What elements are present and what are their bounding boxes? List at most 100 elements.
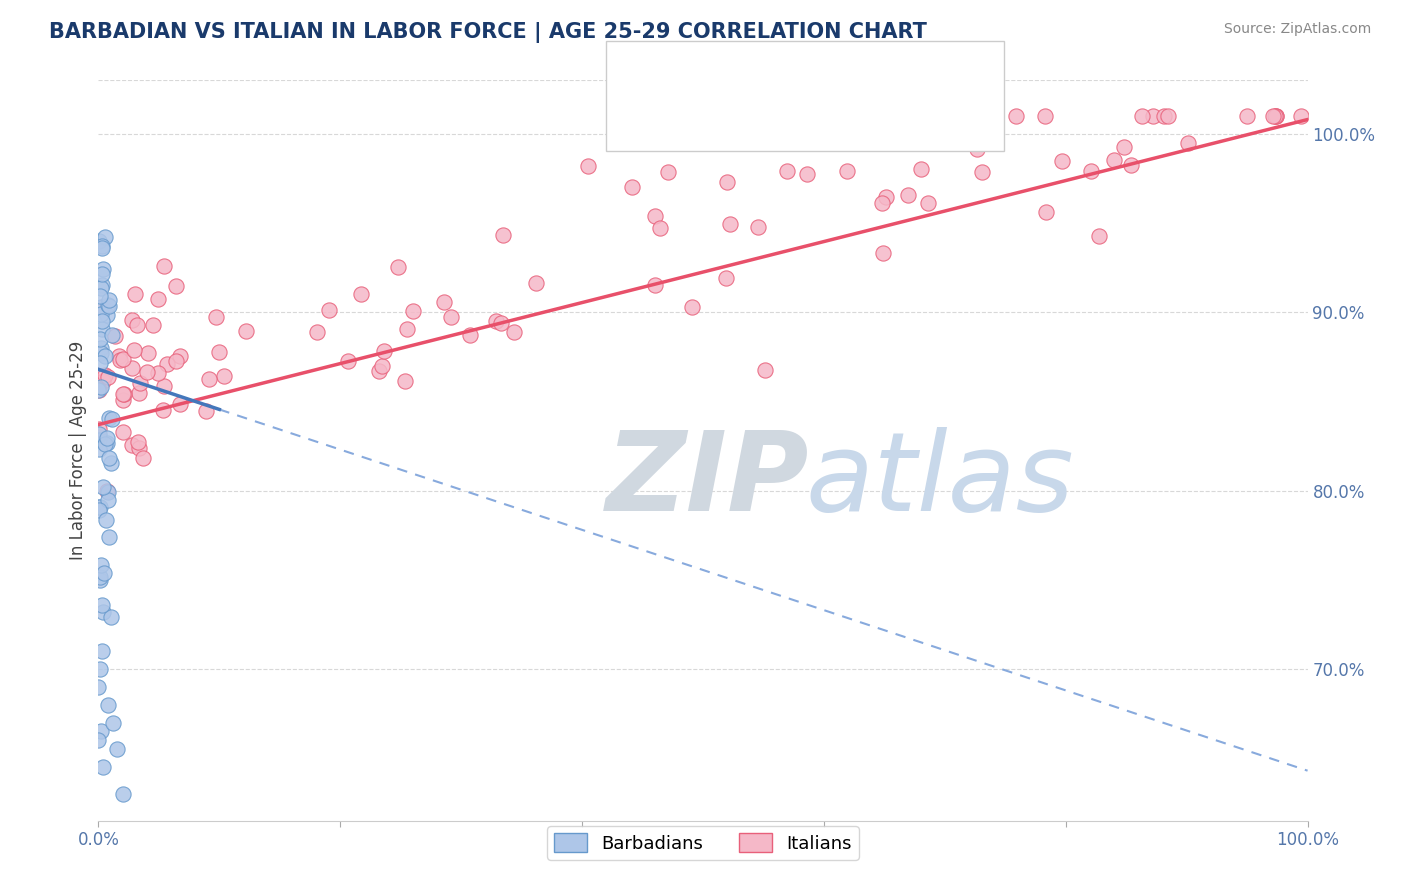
Point bbox=[131, 451, 153, 466]
Point bbox=[112, 387, 135, 401]
Point bbox=[620, 180, 643, 194]
Point bbox=[644, 210, 666, 224]
Point bbox=[89, 289, 111, 303]
Point bbox=[93, 566, 115, 580]
Text: atlas: atlas bbox=[806, 426, 1074, 533]
Point bbox=[318, 303, 340, 318]
Point bbox=[90, 300, 112, 314]
Point bbox=[112, 425, 135, 440]
Text: Source: ZipAtlas.com: Source: ZipAtlas.com bbox=[1223, 22, 1371, 37]
Point bbox=[970, 165, 993, 179]
Point bbox=[152, 259, 174, 273]
Text: R =   0.734   N = 107: R = 0.734 N = 107 bbox=[665, 105, 875, 124]
Point bbox=[489, 316, 512, 330]
Point bbox=[1265, 109, 1288, 123]
Point bbox=[98, 530, 121, 544]
Point bbox=[440, 310, 463, 324]
Point bbox=[576, 159, 599, 173]
Point bbox=[1264, 109, 1286, 123]
Point bbox=[90, 322, 112, 336]
Point bbox=[872, 246, 894, 260]
Point bbox=[87, 500, 110, 514]
Point bbox=[101, 327, 124, 342]
Point bbox=[93, 230, 115, 244]
Point bbox=[98, 450, 121, 465]
Point bbox=[87, 234, 110, 248]
Point bbox=[156, 358, 179, 372]
Point bbox=[89, 427, 111, 442]
Point bbox=[97, 293, 120, 307]
Point bbox=[1050, 154, 1073, 169]
Point bbox=[1088, 229, 1111, 244]
Point bbox=[108, 353, 131, 368]
Point bbox=[394, 374, 416, 388]
Point bbox=[127, 434, 149, 449]
Point bbox=[100, 456, 122, 470]
Point bbox=[94, 437, 117, 451]
Point bbox=[89, 662, 111, 676]
Point bbox=[108, 350, 131, 364]
Text: BARBADIAN VS ITALIAN IN LABOR FORCE | AGE 25-29 CORRELATION CHART: BARBADIAN VS ITALIAN IN LABOR FORCE | AG… bbox=[49, 22, 927, 44]
Point bbox=[96, 309, 118, 323]
Point bbox=[492, 227, 515, 242]
Point bbox=[524, 276, 547, 290]
Point bbox=[121, 313, 143, 327]
Point bbox=[433, 295, 456, 310]
Point bbox=[485, 314, 508, 328]
Point bbox=[458, 328, 481, 343]
Point bbox=[89, 422, 111, 436]
Point bbox=[1130, 109, 1153, 123]
Point bbox=[1236, 109, 1258, 123]
Point bbox=[714, 271, 737, 285]
Point bbox=[1104, 153, 1126, 167]
Point bbox=[91, 238, 114, 252]
Point bbox=[648, 221, 671, 235]
Point bbox=[152, 403, 174, 417]
Point bbox=[716, 175, 738, 189]
Point bbox=[212, 369, 235, 384]
Point bbox=[644, 278, 666, 293]
Point bbox=[1156, 109, 1178, 123]
Point bbox=[165, 278, 187, 293]
Point bbox=[98, 299, 121, 313]
Point bbox=[91, 760, 114, 774]
Point bbox=[94, 513, 117, 527]
Point bbox=[747, 220, 769, 235]
Point bbox=[87, 680, 110, 694]
Point bbox=[204, 310, 226, 325]
Point bbox=[503, 325, 526, 339]
Point bbox=[90, 558, 112, 573]
Point bbox=[91, 278, 114, 293]
Point bbox=[89, 570, 111, 584]
Point bbox=[1263, 109, 1285, 123]
Text: R = -0.030   N =  60: R = -0.030 N = 60 bbox=[665, 61, 863, 79]
Point bbox=[111, 787, 134, 801]
Point bbox=[100, 609, 122, 624]
Point bbox=[305, 325, 328, 339]
Point bbox=[153, 379, 176, 393]
Point bbox=[129, 376, 152, 390]
Point bbox=[91, 300, 114, 314]
Point bbox=[87, 733, 110, 747]
Point bbox=[91, 480, 114, 494]
Point bbox=[91, 605, 114, 619]
Point bbox=[91, 262, 114, 277]
Point bbox=[910, 161, 932, 176]
Point bbox=[87, 442, 110, 457]
Point bbox=[169, 396, 191, 410]
Point bbox=[90, 380, 112, 394]
Point bbox=[96, 483, 118, 498]
Point bbox=[122, 343, 145, 358]
Point bbox=[1142, 109, 1164, 123]
Point bbox=[350, 287, 373, 301]
Point bbox=[1264, 109, 1286, 123]
Point bbox=[128, 385, 150, 400]
Point bbox=[1080, 164, 1102, 178]
Point bbox=[367, 364, 389, 378]
Point bbox=[97, 411, 120, 425]
Point bbox=[1119, 158, 1142, 172]
Y-axis label: In Labor Force | Age 25-29: In Labor Force | Age 25-29 bbox=[69, 341, 87, 560]
Point bbox=[917, 195, 939, 210]
Point bbox=[89, 356, 111, 370]
Point bbox=[90, 241, 112, 255]
